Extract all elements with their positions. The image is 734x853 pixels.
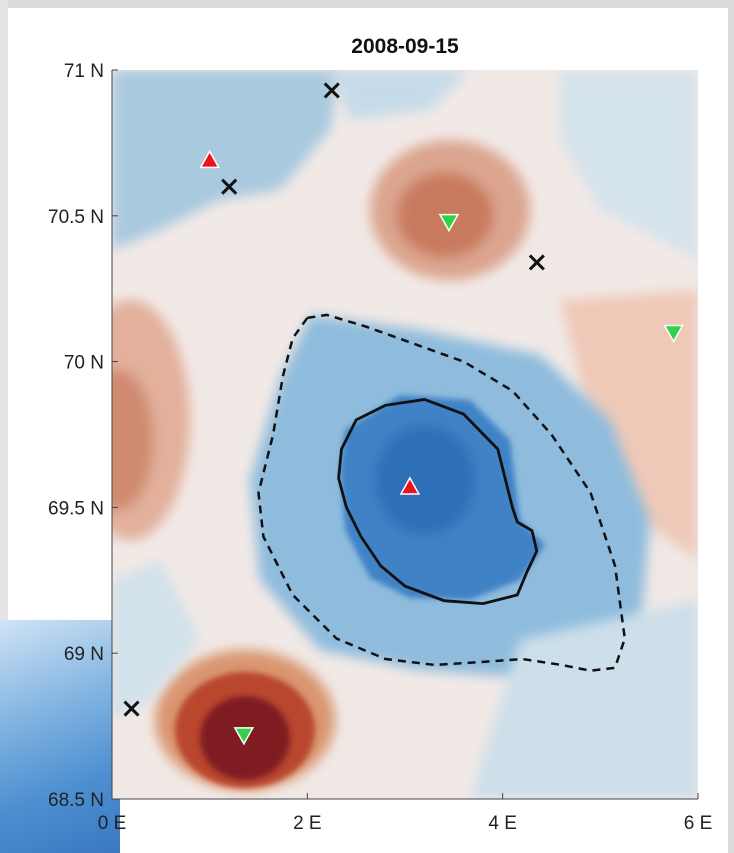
y-tick-label-5: 71 N xyxy=(64,61,104,82)
marker-black-x-1 xyxy=(221,178,238,195)
background-edge-right xyxy=(728,0,734,853)
marker-green-triangle-2 xyxy=(233,727,255,746)
marker-black-x-2 xyxy=(528,254,545,271)
ticks-layer: 68.5 N 69 N 69.5 N 70 N 70.5 N 71 N 0 E 2 E 4 E 6… xyxy=(48,61,712,834)
marker-black-x-3 xyxy=(123,700,140,717)
y-tick-label-2: 69.5 N xyxy=(48,498,104,519)
heatmap-region-lightblue-west xyxy=(112,560,200,720)
marker-red-triangle-1 xyxy=(399,476,421,495)
x-tick-label-0: 0 E xyxy=(98,813,127,834)
marker-black-x-stroke-b xyxy=(528,254,545,271)
heatmap-region-lightred-east xyxy=(560,290,698,560)
heatmap-region-lightblue-se xyxy=(470,600,698,799)
y-tick-label-0: 68.5 N xyxy=(48,790,104,811)
marker-black-x-stroke-b xyxy=(221,178,238,195)
background-blue-corner xyxy=(0,620,120,853)
chart-title: 2008-09-15 xyxy=(351,35,459,58)
y-tick-label-1: 69 N xyxy=(64,644,104,665)
marker-black-x-0 xyxy=(323,82,340,99)
marker-green-triangle-1 xyxy=(663,324,684,343)
x-tick-label-1: 2 E xyxy=(293,813,322,834)
marker-red-triangle-0 xyxy=(199,149,220,169)
contour-solid xyxy=(337,398,539,606)
x-tick-label-3: 6 E xyxy=(684,813,713,834)
heatmap-field xyxy=(112,70,698,799)
heatmap-region-lightblue-n xyxy=(330,70,470,120)
heatmap-eddy-blue-center xyxy=(375,425,475,535)
marker-black-x-stroke-b xyxy=(323,82,340,99)
y-tick-label-3: 70 N xyxy=(64,353,104,374)
background-edge-left xyxy=(0,0,8,853)
background-edge-top xyxy=(0,0,734,8)
marker-green-triangle-0 xyxy=(438,213,460,233)
y-tick-label-4: 70.5 N xyxy=(48,207,104,228)
markers-layer xyxy=(123,82,684,746)
heatmap-region-lightblue-ne xyxy=(560,70,698,260)
marker-black-x-stroke-b xyxy=(123,700,140,717)
heatmap-region-blue-nw xyxy=(112,70,340,250)
x-tick-label-2: 4 E xyxy=(488,813,517,834)
contour-dashed xyxy=(257,313,627,672)
heatmap-eddy-red-west-core xyxy=(112,370,153,510)
